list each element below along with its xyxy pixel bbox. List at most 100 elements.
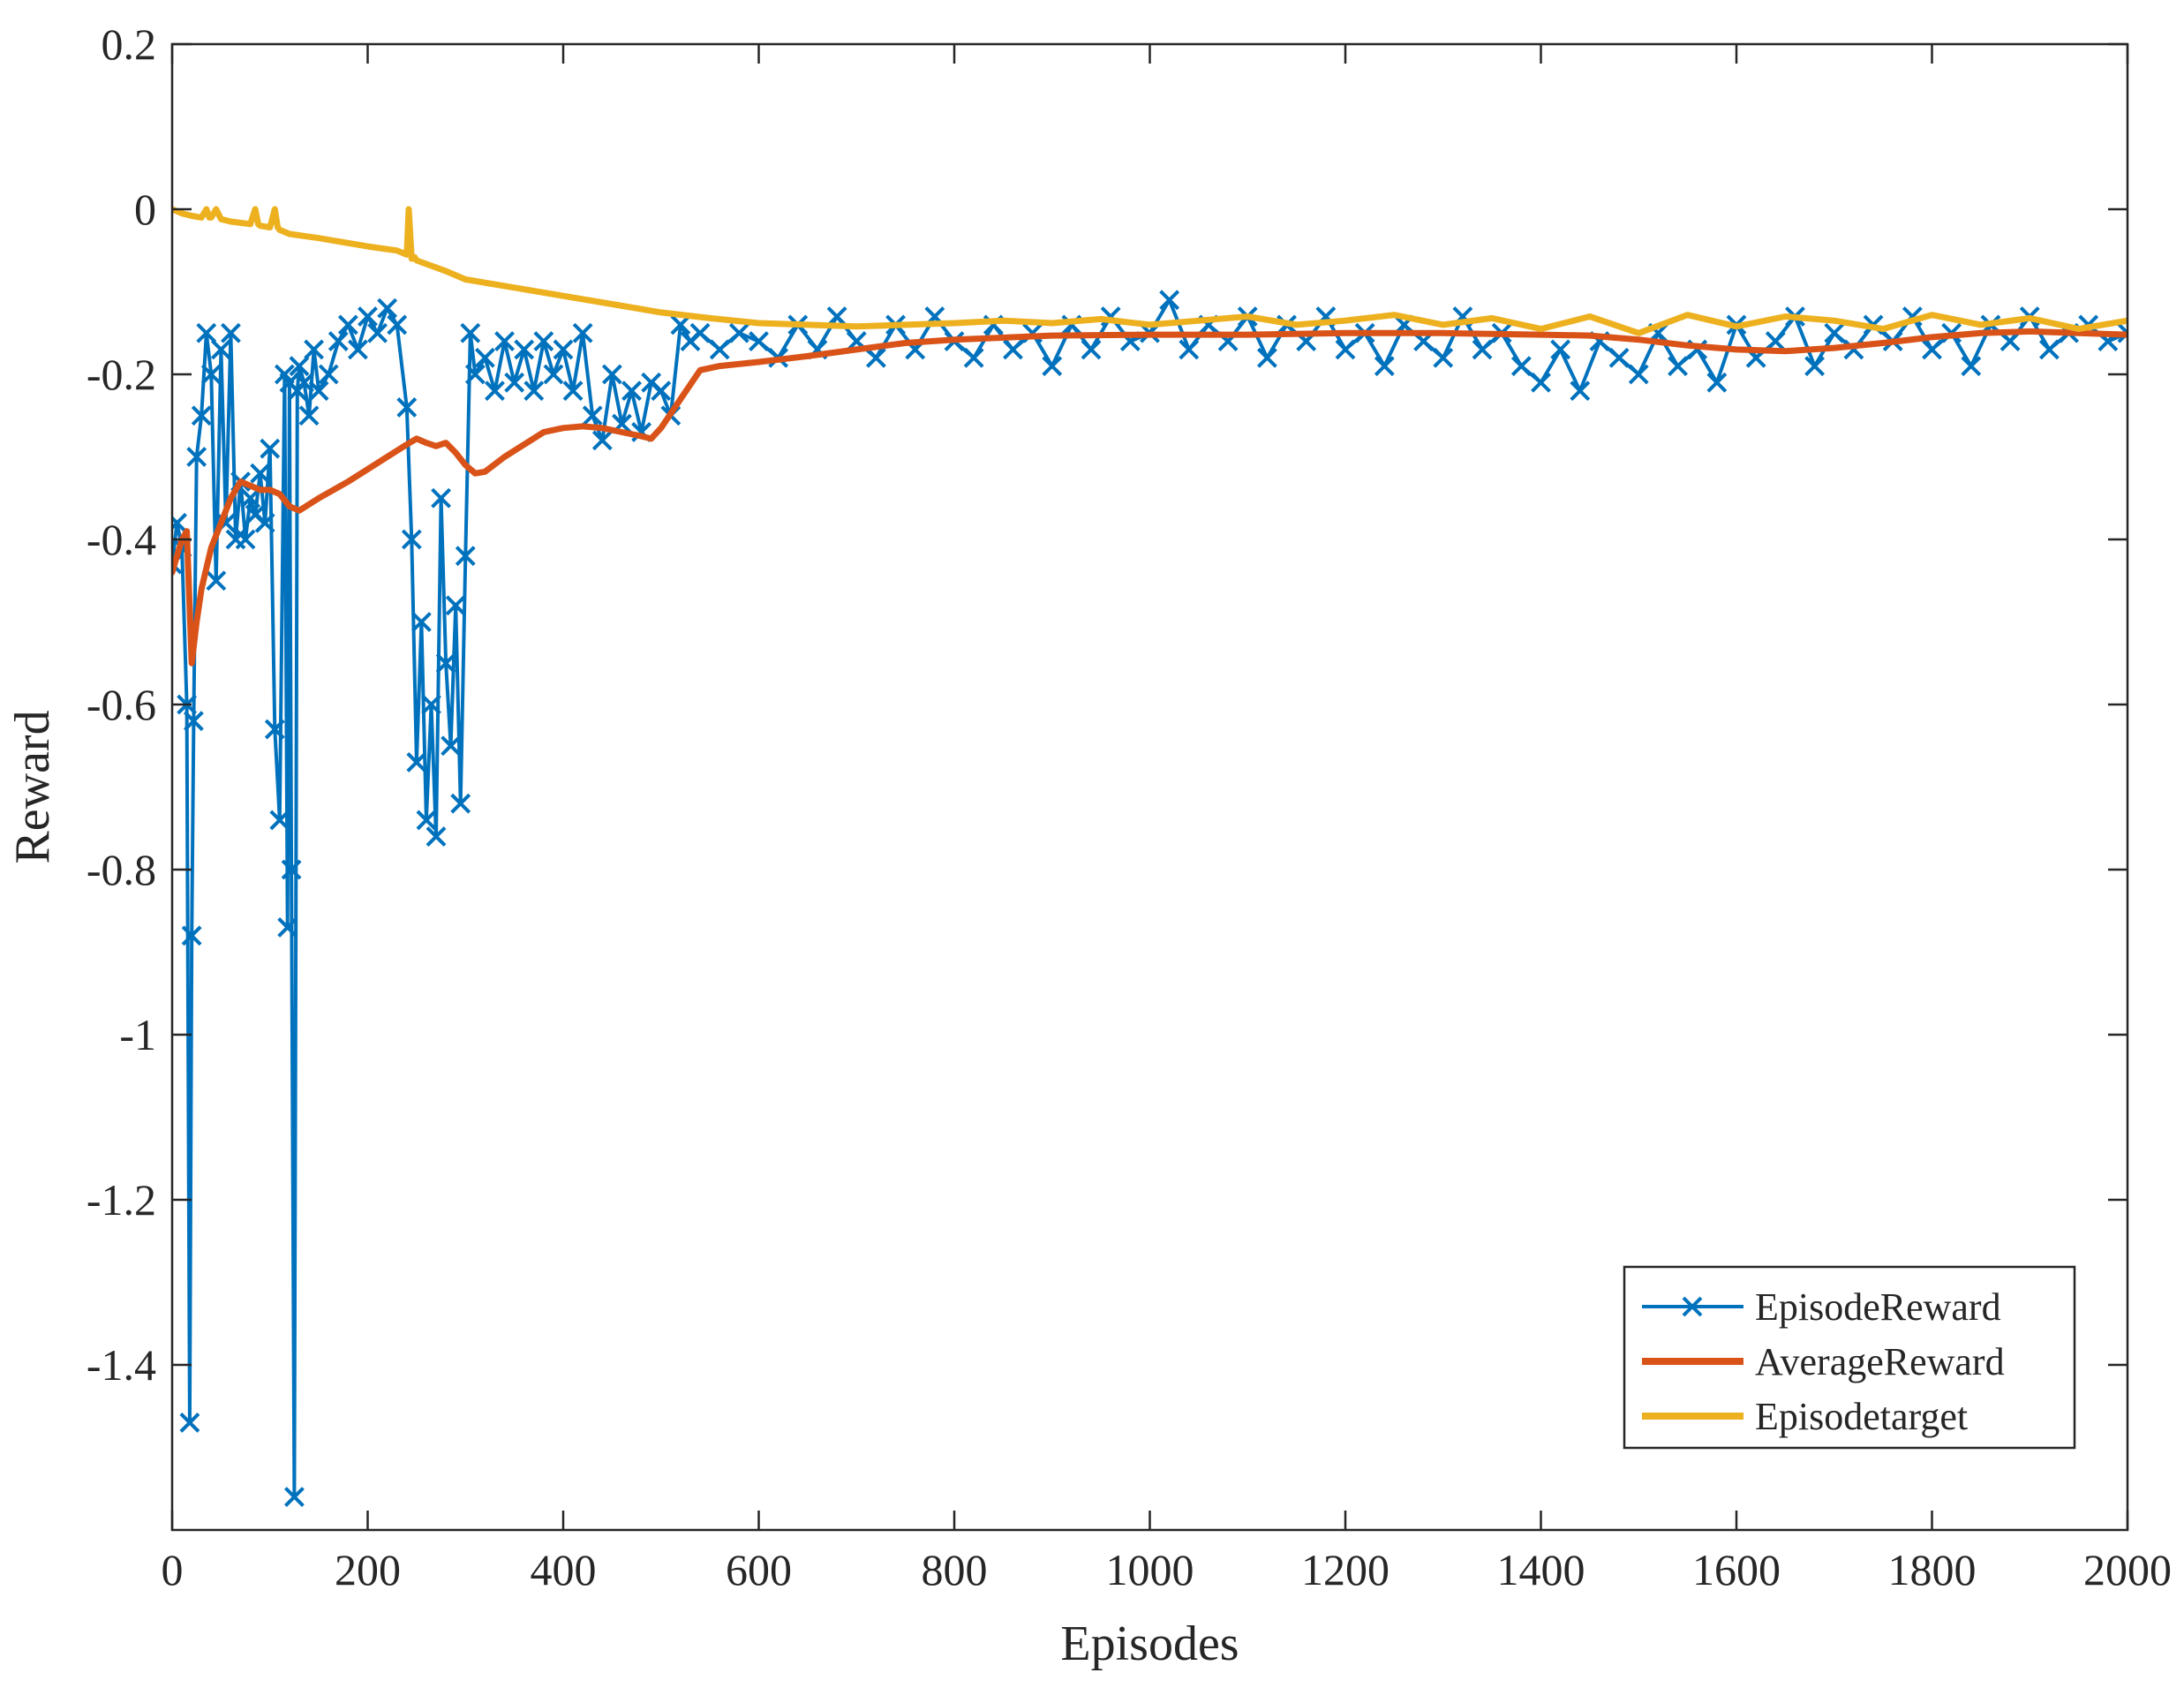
data-point-EpisodeReward <box>1608 347 1630 368</box>
series-line-AverageReward <box>172 328 2128 667</box>
x-tick-label: 1000 <box>1106 1545 1194 1594</box>
data-point-EpisodeReward <box>504 372 525 393</box>
data-point-EpisodeReward <box>328 331 349 352</box>
data-point-EpisodeReward <box>210 339 231 360</box>
data-point-EpisodeReward <box>1765 331 1786 352</box>
data-point-EpisodeReward <box>1081 339 1102 360</box>
data-point-EpisodeReward <box>1256 347 1277 368</box>
data-point-EpisodeReward <box>377 298 398 319</box>
data-point-EpisodeReward <box>254 512 275 533</box>
data-point-EpisodeReward <box>421 694 441 715</box>
y-axis-label: Reward <box>5 710 60 863</box>
series-line-Episodetarget <box>172 206 2128 336</box>
data-point-EpisodeReward <box>826 306 847 327</box>
data-point-EpisodeReward <box>401 529 422 550</box>
data-point-EpisodeReward <box>337 314 358 335</box>
data-point-EpisodeReward <box>514 339 535 360</box>
data-point-EpisodeReward <box>435 652 456 674</box>
x-tick-label: 2000 <box>2083 1545 2172 1594</box>
data-point-EpisodeReward <box>1003 339 1023 360</box>
data-point-EpisodeReward <box>298 405 320 426</box>
data-point-EpisodeReward <box>1999 331 2021 352</box>
data-point-EpisodeReward <box>1570 381 1591 402</box>
legend-label-Episodetarget: Episodetarget <box>1755 1395 1968 1438</box>
x-tick-label: 0 <box>162 1545 184 1594</box>
data-point-EpisodeReward <box>582 405 603 426</box>
data-point-EpisodeReward <box>318 364 339 385</box>
y-tick-label: -0.8 <box>87 845 156 894</box>
x-tick-label: 1200 <box>1301 1545 1389 1594</box>
data-point-EpisodeReward <box>441 735 462 757</box>
data-point-EpisodeReward <box>196 322 217 343</box>
data-point-EpisodeReward <box>367 322 388 343</box>
data-point-EpisodeReward <box>260 438 281 459</box>
data-point-EpisodeReward <box>670 314 691 335</box>
data-point-EpisodeReward <box>277 917 298 938</box>
data-point-EpisodeReward <box>426 826 447 848</box>
data-point-EpisodeReward <box>431 487 451 509</box>
data-point-EpisodeReward <box>304 339 325 360</box>
y-tick-label: 0.2 <box>102 19 157 69</box>
data-point-EpisodeReward <box>963 347 984 368</box>
data-point-EpisodeReward <box>523 381 545 402</box>
data-point-EpisodeReward <box>2038 339 2060 360</box>
data-point-EpisodeReward <box>396 396 418 418</box>
data-point-EpisodeReward <box>1179 339 1200 360</box>
data-point-EpisodeReward <box>749 331 769 352</box>
legend: EpisodeReward AverageReward Episodetarget <box>1623 1265 2076 1450</box>
data-point-EpisodeReward <box>1433 347 1454 368</box>
data-point-EpisodeReward <box>250 463 271 484</box>
data-point-EpisodeReward <box>1042 356 1063 377</box>
data-point-EpisodeReward <box>281 859 302 880</box>
data-point-EpisodeReward <box>1510 356 1532 377</box>
data-point-EpisodeReward <box>1804 356 1826 377</box>
data-point-EpisodeReward <box>474 347 495 368</box>
data-point-EpisodeReward <box>455 546 476 567</box>
data-point-EpisodeReward <box>2117 322 2128 343</box>
data-point-EpisodeReward <box>1472 339 1493 360</box>
data-point-EpisodeReward <box>1550 339 1571 360</box>
data-point-EpisodeReward <box>284 1487 305 1508</box>
data-point-EpisodeReward <box>543 364 564 385</box>
data-point-EpisodeReward <box>1374 356 1395 377</box>
data-point-EpisodeReward <box>562 381 584 402</box>
x-axis-label: Episodes <box>1060 1616 1239 1671</box>
data-point-EpisodeReward <box>651 381 672 402</box>
y-tick-label: -1.4 <box>87 1340 156 1390</box>
data-point-EpisodeReward <box>728 322 749 343</box>
data-point-EpisodeReward <box>410 612 432 632</box>
data-point-EpisodeReward <box>591 430 613 451</box>
data-point-EpisodeReward <box>181 925 202 946</box>
data-point-EpisodeReward <box>269 810 290 831</box>
data-point-EpisodeReward <box>200 364 222 385</box>
data-point-EpisodeReward <box>206 570 227 592</box>
data-point-EpisodeReward <box>183 711 204 732</box>
data-point-EpisodeReward <box>445 595 466 616</box>
x-tick-label: 1800 <box>1888 1545 1977 1594</box>
x-tick-label: 1600 <box>1692 1545 1781 1594</box>
data-point-EpisodeReward <box>553 339 574 360</box>
data-point-EpisodeReward <box>460 322 481 343</box>
y-tick-label: 0 <box>134 185 156 234</box>
data-point-EpisodeReward <box>1922 339 1942 360</box>
data-point-EpisodeReward <box>450 793 471 814</box>
data-point-EpisodeReward <box>494 331 515 352</box>
data-point-EpisodeReward <box>406 752 427 772</box>
y-tick-label: -1 <box>119 1010 156 1059</box>
y-tick-label: -0.4 <box>87 515 156 564</box>
data-point-EpisodeReward <box>1531 372 1551 393</box>
data-point-EpisodeReward <box>533 331 554 352</box>
data-point-EpisodeReward <box>416 810 437 831</box>
legend-label-EpisodeReward: EpisodeReward <box>1755 1285 2001 1329</box>
data-point-EpisodeReward <box>264 719 285 740</box>
data-point-EpisodeReward <box>358 306 378 327</box>
data-point-EpisodeReward <box>572 322 593 343</box>
data-point-EpisodeReward <box>387 314 408 335</box>
data-point-EpisodeReward <box>294 372 314 393</box>
data-point-EpisodeReward <box>1668 356 1688 377</box>
data-point-EpisodeReward <box>1706 372 1728 393</box>
data-point-EpisodeReward <box>179 1413 200 1433</box>
data-point-EpisodeReward <box>464 364 486 385</box>
y-tick-label: -1.2 <box>87 1175 156 1225</box>
x-tick-label: 800 <box>922 1545 988 1594</box>
